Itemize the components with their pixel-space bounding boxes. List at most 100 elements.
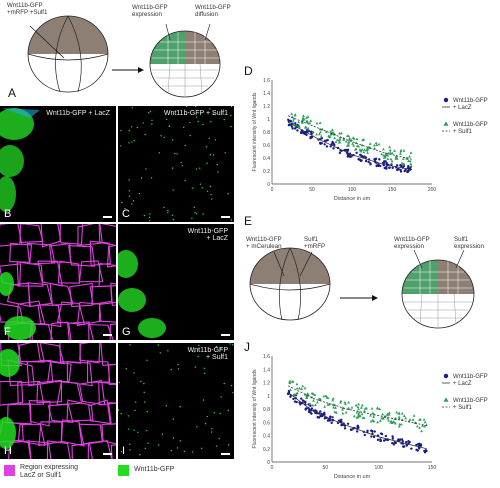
data-point	[300, 397, 303, 400]
gfp-puncta	[149, 219, 151, 222]
data-point	[331, 416, 334, 419]
data-point	[379, 164, 382, 168]
gfp-puncta	[212, 154, 215, 156]
data-point	[312, 399, 315, 402]
gfp-puncta	[170, 368, 172, 371]
gfp-puncta	[183, 450, 186, 453]
scale-bar	[221, 334, 230, 336]
gfp-puncta	[139, 454, 141, 456]
gfp-puncta	[200, 447, 203, 450]
scale-bar	[103, 216, 112, 218]
data-point	[331, 140, 334, 144]
data-point	[372, 143, 376, 147]
data-point	[381, 412, 385, 416]
data-point	[391, 441, 394, 445]
data-point	[299, 403, 302, 406]
data-point	[418, 426, 421, 429]
panel-label-g: G	[122, 326, 131, 338]
gfp-puncta	[144, 133, 146, 136]
gfp-puncta	[214, 139, 217, 141]
gfp-puncta	[146, 359, 148, 361]
data-point	[398, 422, 402, 426]
data-point	[328, 419, 332, 422]
data-point	[387, 418, 391, 422]
x-tick-label: 50	[309, 187, 315, 193]
micrograph-g: Wnt11b-GFP + LacZ G	[118, 224, 234, 340]
gfp-cell	[0, 272, 14, 296]
legend-marker	[443, 97, 449, 103]
gfp-puncta	[120, 145, 122, 147]
y-tick-label: 1	[267, 117, 270, 123]
gfp-puncta	[157, 344, 160, 346]
gfp-puncta	[165, 118, 168, 121]
y-tick-label: 0.6	[263, 143, 270, 149]
data-point	[390, 159, 394, 163]
gfp-puncta	[124, 207, 126, 210]
gfp-puncta	[193, 206, 195, 209]
data-point	[316, 416, 319, 419]
trend-line	[287, 392, 427, 450]
gfp-puncta	[125, 368, 127, 370]
data-point	[415, 448, 418, 452]
y-tick-label: 0.8	[263, 130, 270, 136]
x-tick-label: 150	[428, 465, 437, 471]
data-point	[293, 400, 297, 403]
data-point	[356, 424, 360, 428]
data-point	[385, 161, 388, 165]
data-point	[293, 113, 297, 116]
gfp-puncta	[144, 447, 146, 450]
x-tick-label: 50	[323, 465, 329, 471]
data-point	[326, 138, 329, 142]
chart-j: 0 0.2 0.4 0.6 0.8 1 1.2 1.4 1.6 0 50 100 150 Distance…	[252, 354, 488, 480]
expression-label: Wnt11b-GFP expression	[132, 4, 168, 18]
legend-label: + Sulf1	[453, 405, 473, 411]
data-point	[388, 166, 391, 170]
gfp-puncta	[205, 146, 208, 148]
data-point	[361, 138, 365, 142]
data-point	[359, 149, 363, 152]
data-point	[344, 402, 348, 405]
gfp-puncta	[147, 442, 149, 444]
data-point	[407, 165, 410, 168]
data-point	[376, 438, 380, 442]
panel-label-c: C	[122, 208, 130, 220]
animal-cap-grey	[28, 16, 108, 54]
gfp-puncta	[232, 391, 234, 394]
data-point	[365, 148, 368, 152]
data-point	[309, 404, 312, 407]
data-point	[360, 412, 364, 416]
data-point	[306, 392, 309, 395]
data-point	[307, 410, 311, 414]
data-point	[319, 142, 322, 145]
data-point	[335, 138, 339, 142]
data-point	[359, 406, 363, 409]
data-point	[294, 122, 297, 125]
data-point	[344, 410, 348, 414]
gfp-puncta	[196, 426, 198, 428]
data-point	[363, 406, 367, 410]
data-point	[394, 157, 398, 160]
data-point	[381, 416, 385, 420]
data-point	[390, 163, 393, 166]
data-point	[303, 400, 306, 403]
data-point	[358, 158, 362, 162]
data-point	[369, 419, 373, 423]
data-point	[340, 131, 343, 135]
data-point	[383, 154, 387, 158]
gfp-puncta	[143, 214, 146, 217]
gfp-puncta	[202, 123, 204, 126]
data-point	[371, 430, 374, 433]
data-point	[420, 429, 423, 433]
legend-label: Wnt11b-GFP	[453, 98, 488, 104]
data-point	[311, 403, 315, 407]
data-point	[368, 142, 372, 145]
data-point	[292, 393, 296, 397]
data-point	[305, 133, 308, 137]
panel-label-f: F	[4, 326, 11, 338]
gfp-puncta	[151, 119, 153, 122]
data-point	[344, 139, 348, 143]
data-point	[331, 398, 335, 402]
data-point	[333, 410, 337, 413]
data-point	[386, 412, 389, 415]
data-point	[346, 422, 350, 426]
